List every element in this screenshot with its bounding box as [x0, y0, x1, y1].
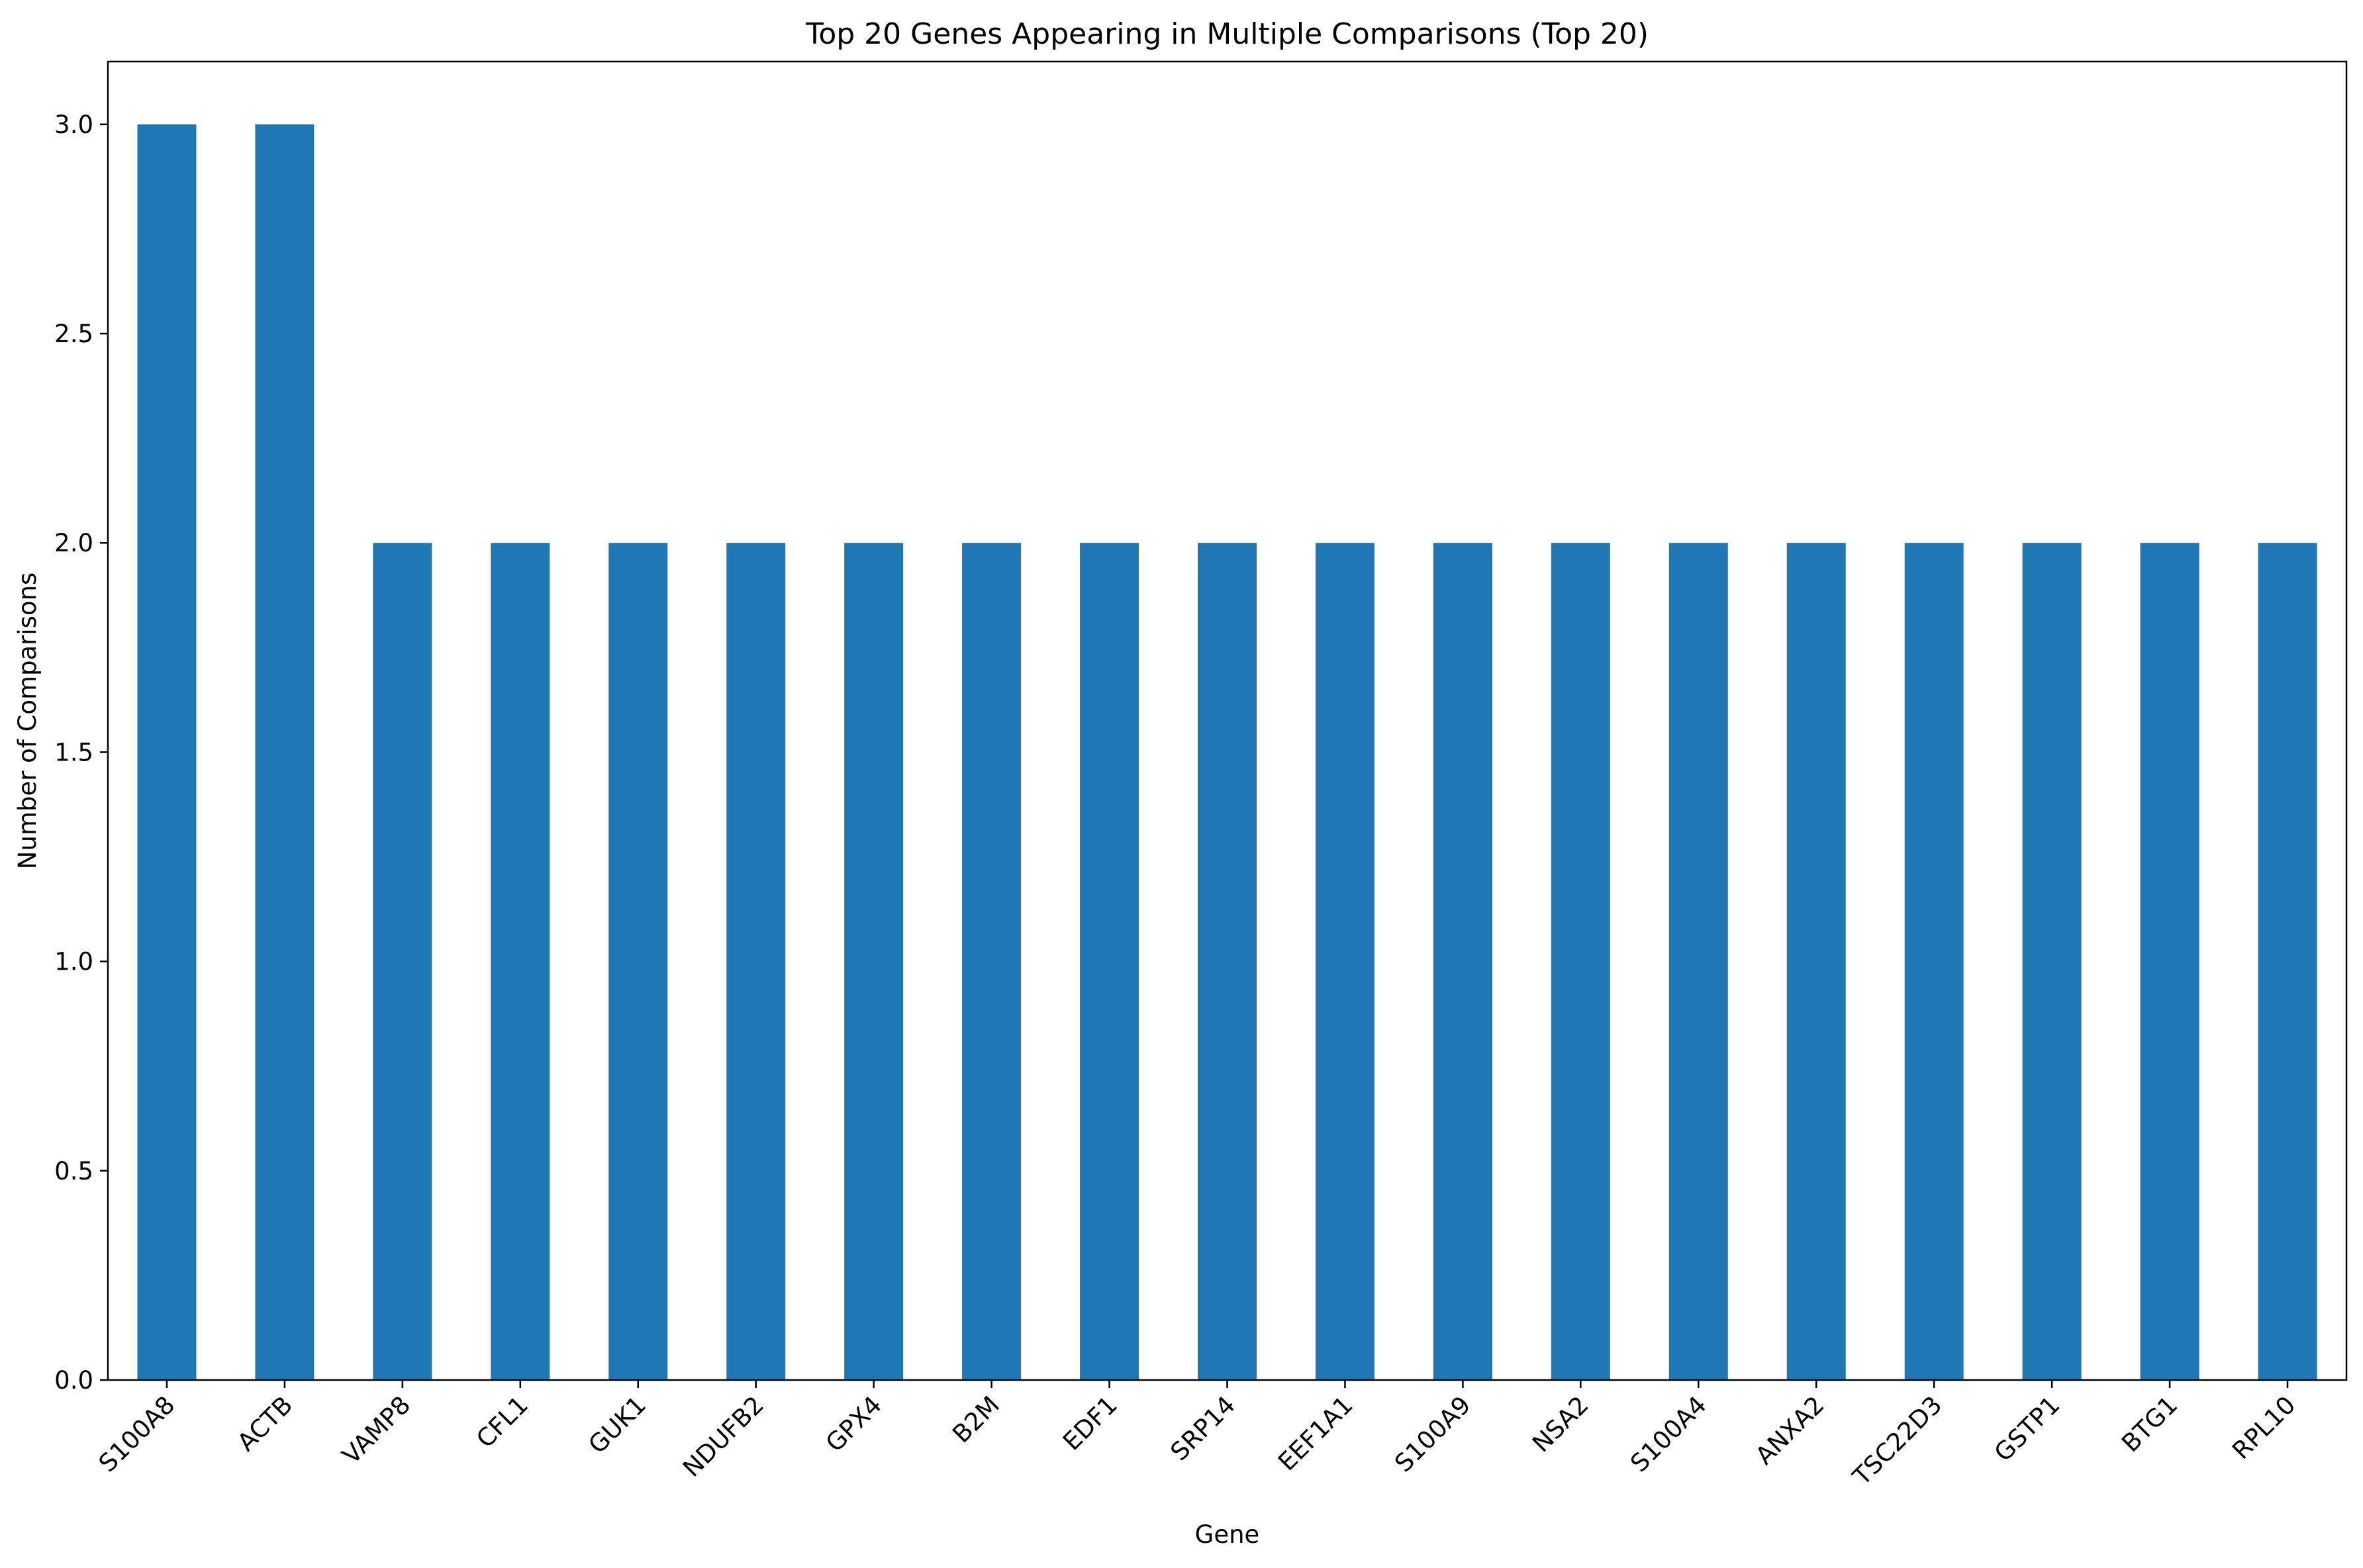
y-tick-label: 1.5	[54, 738, 93, 766]
bars-group	[137, 124, 2317, 1381]
bar-edf1	[1080, 543, 1139, 1381]
bar-actb	[255, 124, 314, 1380]
bar-s100a8	[137, 124, 197, 1380]
chart-title: Top 20 Genes Appearing in Multiple Compa…	[805, 17, 1649, 51]
y-tick-label: 0.5	[54, 1157, 93, 1185]
bar-gpx4	[844, 543, 904, 1381]
bar-vamp8	[373, 543, 432, 1381]
bar-anxa2	[1786, 543, 1846, 1381]
bar-gstp1	[2022, 543, 2082, 1381]
bar-guk1	[608, 543, 668, 1381]
y-tick-label: 1.0	[54, 948, 93, 976]
bar-eef1a1	[1315, 543, 1374, 1381]
bar-tsc22d3	[1904, 543, 1964, 1381]
bar-b2m	[962, 543, 1022, 1381]
bar-s100a9	[1433, 543, 1492, 1381]
bar-nsa2	[1551, 543, 1610, 1381]
bar-ndufb2	[726, 543, 786, 1381]
x-axis-label: Gene	[1195, 1520, 1260, 1549]
y-axis-ticks: 0.0 0.5 1.0 1.5 2.0 2.5 3.0	[54, 111, 108, 1395]
bar-s100a4	[1668, 543, 1728, 1381]
y-tick-label: 2.0	[54, 529, 93, 557]
y-axis-label: Number of Comparisons	[13, 573, 42, 870]
bar-cfl1	[491, 543, 550, 1381]
bar-rpl10	[2258, 543, 2317, 1381]
bar-btg1	[2140, 543, 2199, 1381]
bar-srp14	[1198, 543, 1257, 1381]
y-tick-label: 3.0	[54, 111, 93, 139]
y-tick-label: 0.0	[54, 1366, 93, 1395]
plot-frame	[107, 60, 2348, 1381]
y-tick-label: 2.5	[54, 320, 93, 348]
